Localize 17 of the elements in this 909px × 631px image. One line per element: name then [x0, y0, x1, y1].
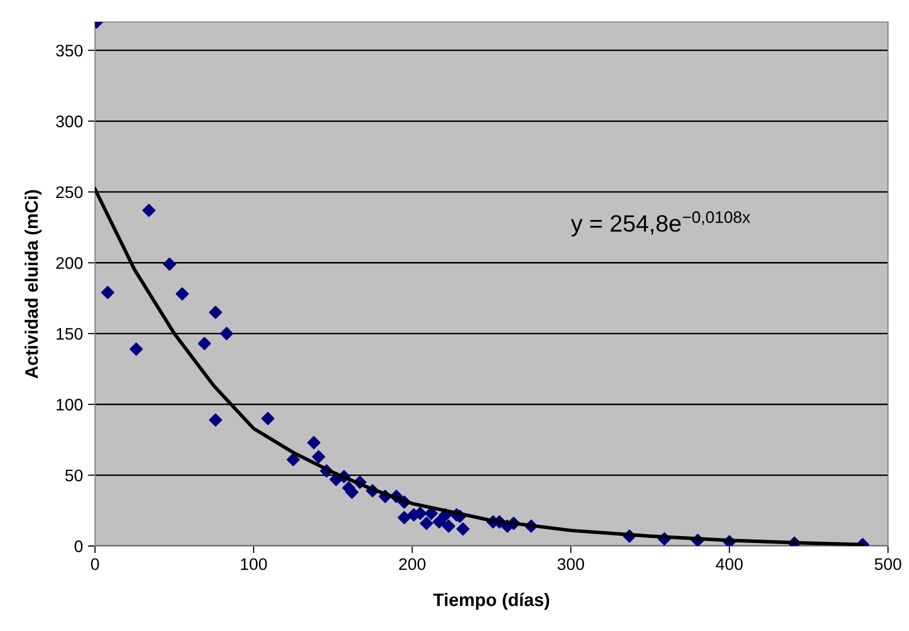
y-tick-label: 150	[56, 328, 83, 340]
y-tick-label: 350	[56, 44, 83, 57]
x-axis-title: Tiempo (días)	[433, 592, 550, 610]
y-tick-label: 250	[56, 186, 83, 198]
x-tick-label: 0	[91, 558, 99, 570]
annotation: y = 254,8e$^{−0,0108x}$	[570, 211, 750, 236]
x-tick-label: 200	[399, 558, 426, 570]
y-tick-label: 50	[65, 470, 83, 482]
y-axis-title: Actividad eluida (mCi)	[24, 190, 42, 378]
x-tick-label: 100	[240, 558, 267, 570]
y-tick-label: 200	[56, 257, 83, 269]
y-tick-label: 100	[56, 398, 83, 411]
x-tick-label: 400	[716, 558, 743, 570]
y-tick-label: 300	[56, 116, 83, 128]
y-tick-label: 0	[74, 540, 83, 552]
x-tick-label: 300	[558, 558, 584, 570]
x-tick-label: 500	[874, 558, 902, 570]
